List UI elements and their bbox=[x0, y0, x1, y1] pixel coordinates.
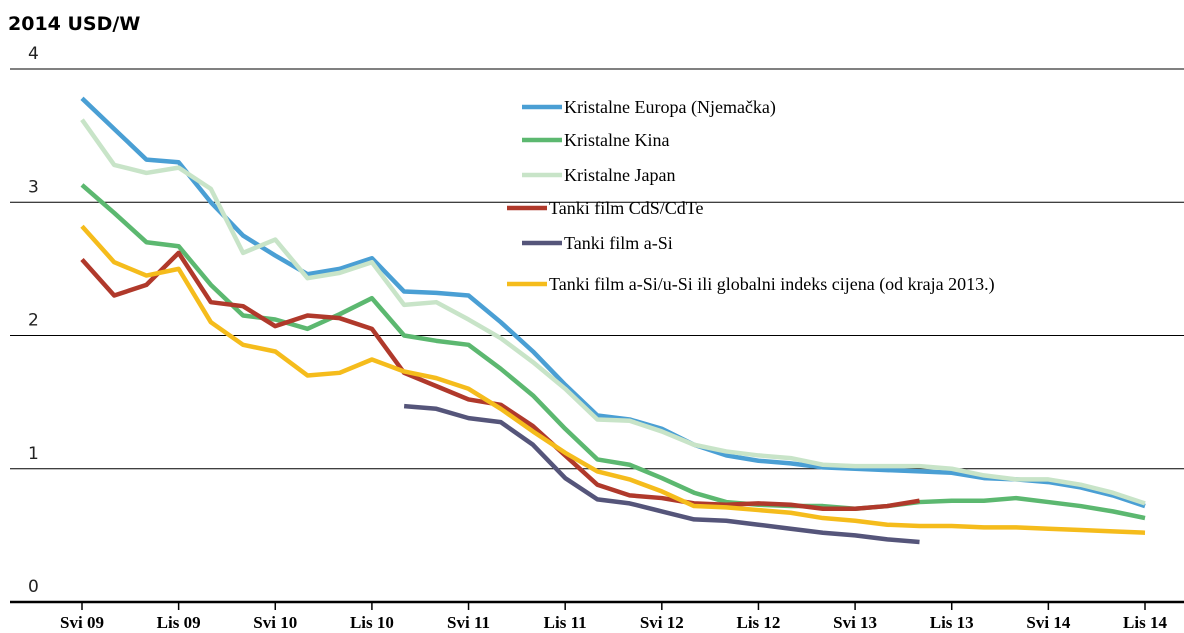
legend-label: Kristalne Kina bbox=[564, 130, 669, 150]
series-line bbox=[403, 403, 920, 545]
series-line bbox=[80, 118, 1146, 506]
y-tick-label: 0 bbox=[28, 577, 39, 597]
legend-label: Kristalne Japan bbox=[564, 165, 675, 185]
x-tick-label: Lis 12 bbox=[736, 613, 780, 632]
x-tick-label: Svi 10 bbox=[253, 613, 297, 632]
x-tick-label: Svi 13 bbox=[833, 613, 877, 632]
y-tick-label: 3 bbox=[28, 177, 39, 197]
x-tick-label: Svi 11 bbox=[447, 613, 490, 632]
x-tick-label: Svi 14 bbox=[1026, 613, 1070, 632]
x-tick-label: Lis 10 bbox=[350, 613, 394, 632]
legend-label: Tanki film a-Si bbox=[564, 233, 673, 253]
x-tick-label: Lis 14 bbox=[1123, 613, 1167, 632]
series-line bbox=[80, 96, 1146, 509]
legend-label: Kristalne Europa (Njemačka) bbox=[564, 97, 776, 118]
y-tick-label: 2 bbox=[28, 311, 39, 331]
chart-title: 2014 USD/W bbox=[8, 13, 140, 35]
x-tick-label: Lis 11 bbox=[544, 613, 587, 632]
legend-label: Tanki film CdS/CdTe bbox=[549, 198, 703, 218]
x-tick-label: Svi 09 bbox=[60, 613, 104, 632]
x-tick-label: Lis 09 bbox=[157, 613, 201, 632]
legend-label: Tanki film a-Si/u-Si ili globalni indeks… bbox=[549, 274, 995, 295]
y-tick-label: 1 bbox=[28, 444, 39, 464]
series-line bbox=[80, 250, 920, 511]
x-tick-label: Svi 12 bbox=[640, 613, 684, 632]
y-tick-label: 4 bbox=[28, 44, 39, 64]
series-line bbox=[80, 224, 1146, 535]
x-tick-label: Lis 13 bbox=[930, 613, 974, 632]
